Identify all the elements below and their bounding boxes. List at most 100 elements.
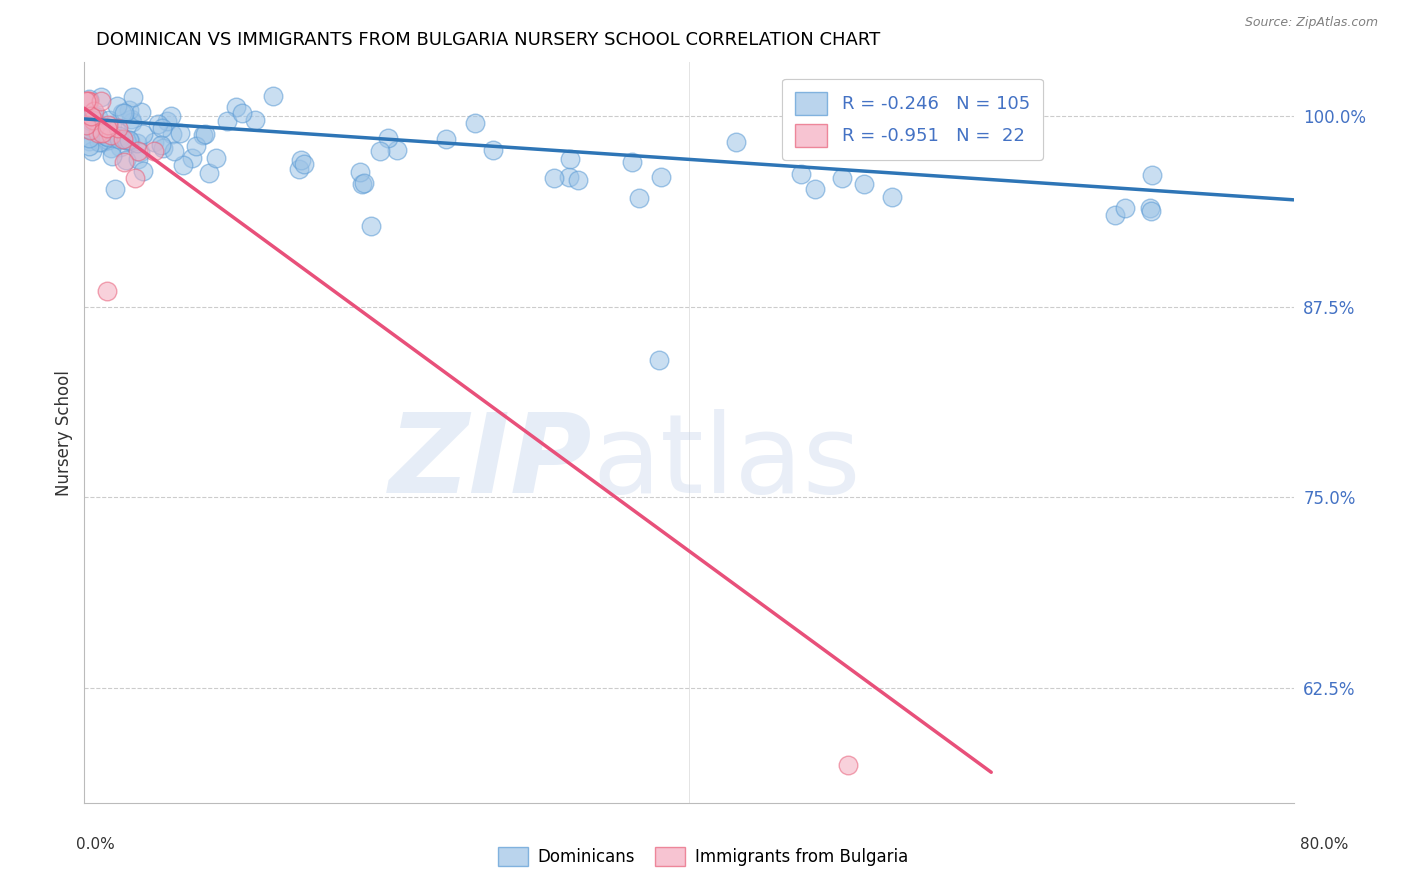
Point — [79, 114, 101, 128]
Point — [288, 161, 311, 176]
Point — [225, 100, 247, 114]
Point — [217, 114, 239, 128]
Point — [121, 90, 143, 104]
Point — [349, 165, 371, 179]
Point — [80, 109, 103, 123]
Point — [1139, 202, 1161, 216]
Point — [94, 128, 117, 143]
Point — [650, 169, 672, 184]
Point — [101, 118, 124, 132]
Y-axis label: Nursery School: Nursery School — [55, 369, 73, 496]
Point — [82, 108, 104, 122]
Point — [181, 151, 204, 165]
Point — [152, 141, 174, 155]
Point — [245, 112, 267, 127]
Point — [77, 138, 100, 153]
Point — [105, 99, 128, 113]
Point — [194, 127, 217, 141]
Point — [100, 128, 122, 142]
Point — [360, 219, 382, 234]
Point — [84, 120, 107, 134]
Text: DOMINICAN VS IMMIGRANTS FROM BULGARIA NURSERY SCHOOL CORRELATION CHART: DOMINICAN VS IMMIGRANTS FROM BULGARIA NU… — [96, 31, 880, 49]
Point — [464, 116, 486, 130]
Point — [90, 89, 112, 103]
Point — [131, 163, 153, 178]
Point — [108, 140, 131, 154]
Text: 80.0%: 80.0% — [1301, 837, 1348, 852]
Point — [118, 103, 141, 118]
Point — [77, 130, 100, 145]
Point — [87, 110, 110, 124]
Point — [90, 126, 112, 140]
Point — [77, 118, 100, 132]
Point — [89, 135, 111, 149]
Legend: R = -0.246   N = 105, R = -0.951   N =  22: R = -0.246 N = 105, R = -0.951 N = 22 — [782, 78, 1043, 160]
Point — [107, 129, 129, 144]
Text: atlas: atlas — [592, 409, 860, 516]
Point — [96, 118, 118, 132]
Point — [146, 117, 169, 131]
Point — [79, 123, 101, 137]
Point — [150, 120, 173, 135]
Point — [558, 152, 581, 166]
Point — [434, 132, 457, 146]
Point — [101, 149, 124, 163]
Point — [77, 94, 100, 108]
Point — [97, 133, 120, 147]
Legend: Dominicans, Immigrants from Bulgaria: Dominicans, Immigrants from Bulgaria — [491, 840, 915, 873]
Point — [114, 153, 136, 168]
Point — [191, 128, 214, 142]
Point — [377, 130, 399, 145]
Point — [112, 106, 135, 120]
Point — [129, 145, 152, 159]
Point — [112, 131, 135, 145]
Point — [75, 94, 97, 108]
Point — [118, 134, 141, 148]
Point — [124, 170, 146, 185]
Point — [96, 285, 118, 299]
Point — [77, 92, 100, 106]
Point — [150, 138, 173, 153]
Point — [107, 120, 129, 135]
Point — [96, 120, 118, 135]
Point — [82, 113, 104, 128]
Point — [107, 125, 129, 139]
Point — [1114, 202, 1136, 216]
Point — [115, 133, 138, 147]
Point — [121, 115, 143, 129]
Point — [97, 112, 120, 127]
Point — [76, 94, 98, 108]
Point — [385, 143, 408, 157]
Point — [292, 157, 315, 171]
Point — [169, 126, 191, 140]
Point — [143, 135, 166, 149]
Point — [262, 89, 284, 103]
Point — [75, 118, 97, 132]
Point — [104, 182, 127, 196]
Point — [91, 135, 114, 149]
Point — [111, 106, 134, 120]
Point — [83, 104, 105, 119]
Point — [125, 136, 148, 151]
Point — [231, 106, 253, 120]
Point — [90, 126, 112, 140]
Point — [77, 134, 100, 148]
Point — [368, 145, 391, 159]
Point — [89, 94, 111, 108]
Point — [880, 189, 903, 203]
Point — [172, 158, 194, 172]
Point — [184, 139, 207, 153]
Point — [84, 114, 107, 128]
Point — [112, 131, 135, 145]
Point — [481, 143, 503, 157]
Point — [127, 144, 149, 158]
Text: 0.0%: 0.0% — [76, 837, 115, 852]
Point — [837, 757, 859, 772]
Point — [163, 144, 186, 158]
Point — [82, 144, 104, 158]
Point — [350, 177, 373, 191]
Point — [628, 191, 651, 205]
Point — [120, 112, 142, 127]
Point — [290, 153, 312, 167]
Point — [127, 152, 149, 166]
